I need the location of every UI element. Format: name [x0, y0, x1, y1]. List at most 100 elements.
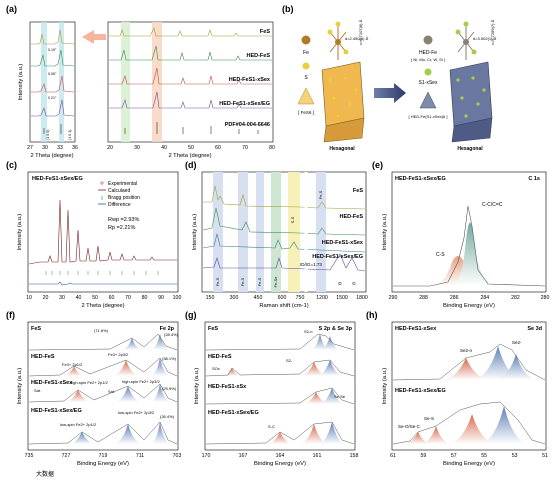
svg-text:40: 40 — [161, 145, 167, 151]
sse-atom-icon — [424, 68, 432, 76]
watermark: 大数据 — [36, 470, 54, 478]
h-ann-ses: Se-S — [424, 416, 434, 421]
right-cell-base — [451, 117, 493, 143]
rwp-value: Rwp =2.93% — [108, 217, 139, 223]
f3-envelope — [28, 383, 178, 403]
f4-peak-c — [150, 422, 172, 444]
g4-envelope — [205, 421, 355, 445]
f-ann-716: (71.6%) — [94, 328, 109, 333]
g3-peak-a — [302, 392, 330, 404]
main-xrd-frame — [107, 21, 274, 143]
svg-text:51: 51 — [542, 453, 548, 459]
panel-a-ylabel: Intensity (a.u.) — [18, 64, 24, 101]
svg-text:53: 53 — [512, 453, 518, 459]
g2-peak-a — [300, 362, 328, 376]
h2-envelope — [392, 401, 546, 445]
svg-text:100: 100 — [173, 295, 182, 301]
series-label-eg: HED-FeS1-xSex/EG — [219, 101, 270, 107]
svg-text:Fe-S: Fe-S — [240, 277, 245, 286]
svg-text:70: 70 — [125, 295, 131, 301]
right-bond: d=3.502(1) Å — [473, 36, 497, 41]
inset-trace-eg — [31, 99, 75, 117]
panel-c-ylabel: Intensity (a.u.) — [17, 214, 23, 251]
svg-text:300: 300 — [230, 295, 239, 301]
svg-text:284: 284 — [480, 295, 489, 301]
shift-label-1: 0.19° — [48, 48, 57, 52]
svg-text:290: 290 — [389, 295, 398, 301]
panel-h-ticks: 61 59 57 55 53 51 — [390, 453, 548, 459]
bragg-marks — [45, 271, 159, 275]
panel-c-ticks: 10 20 30 40 50 60 70 80 90 100 — [26, 295, 181, 301]
panel-d-xlabel: Raman shift (cm-1) — [259, 303, 308, 309]
panel-g-ylabel: Intensity (a.u.) — [194, 368, 200, 405]
f3-peak-c — [150, 384, 172, 402]
h2-peak-a — [446, 414, 498, 444]
g4-peak-b — [318, 422, 346, 444]
panel-f-ticks: 735 727 719 711 703 — [25, 453, 182, 459]
panel-d: (d) Fe-S Fe-S Fe-S Fe-Se S-S Fe-S FeS HE… — [185, 160, 368, 309]
raman-frame — [201, 171, 367, 293]
inset-trace-hedse — [31, 75, 75, 93]
difference-trace — [29, 281, 177, 286]
svg-text:30: 30 — [59, 295, 65, 301]
series-label-hedfes: HED-FeS — [246, 53, 270, 59]
raman-hedfes — [202, 207, 366, 236]
panel-e-ticks: 290 288 286 284 282 280 — [389, 295, 550, 301]
svg-text:80: 80 — [269, 145, 275, 151]
c1s-envelope — [393, 205, 546, 287]
panel-e: (e) HED-FeS1-xSex/EG C 1s C-C/C=C C-S 29… — [372, 160, 549, 309]
hed-elements: ( Ni, Mo, Cr, W, Si ) — [411, 57, 446, 62]
svg-text:727: 727 — [62, 453, 71, 459]
main-band-2 — [152, 22, 162, 142]
panel-g-xlabel: Binding Energy (eV) — [254, 461, 306, 467]
f-ann-sat1: Sat. — [34, 388, 41, 393]
raman-label-eg: HED-FeS1-xSex/EG — [312, 254, 363, 260]
s2p-label-hedfesx: HED-FeS1-xSx — [208, 384, 247, 390]
hed-octahedron-icon — [419, 91, 437, 109]
panel-h: (h) Se 3d HED-FeS1-xSex Se2-n Se2- HED-F… — [366, 310, 548, 467]
inset-frame — [29, 21, 76, 143]
h-ann-se2n: Se2-n — [460, 348, 473, 353]
f1-peak-a — [120, 338, 144, 350]
h2-peak-seo — [402, 432, 432, 444]
panel-d-label: (d) — [185, 160, 197, 170]
raman-fes — [203, 185, 366, 210]
left-caption: Hexagonal — [329, 146, 355, 152]
fe2p-label-hedfesse: HED-FeS1-xSex — [31, 380, 73, 386]
g1-peak-a — [310, 334, 330, 350]
raman-band-ss — [288, 172, 300, 292]
svg-text:Bragg position: Bragg position — [108, 195, 140, 201]
svg-text:57: 57 — [451, 453, 457, 459]
f-ann-fe3-12: Fe3+ 2p1/2 — [62, 362, 83, 367]
f4-peak-b — [112, 424, 144, 444]
raman-label-fes: FeS — [353, 188, 363, 194]
svg-text:S-S: S-S — [290, 216, 295, 223]
svg-text:Experimental: Experimental — [108, 181, 137, 187]
series-label-pdf: PDF#04-004-6646 — [225, 122, 270, 128]
octahedron-icon — [297, 87, 315, 105]
svg-text:703: 703 — [173, 453, 182, 459]
fe2p-label-fes: FeS — [31, 326, 41, 332]
svg-text:167: 167 — [239, 453, 248, 459]
panel-d-ticks: 150 300 450 600 750 1200 1500 1800 — [206, 295, 368, 301]
panel-a-label: (a) — [6, 4, 17, 14]
svg-text:50: 50 — [188, 145, 194, 151]
se3d-label-eg: HED-FeS1-xSex/EG — [395, 388, 446, 394]
hed-fe-label: HED-Fe — [419, 50, 437, 56]
svg-text:Fe-S: Fe-S — [257, 277, 262, 286]
h2-peak-ses — [420, 426, 452, 444]
inset-band-100 — [41, 22, 47, 142]
svg-text:70: 70 — [242, 145, 248, 151]
raman-eg — [202, 253, 366, 272]
g4-peak-a — [298, 424, 330, 444]
se3d-label-hedfesse: HED-FeS1-xSex — [395, 326, 437, 332]
right-formula: [ HED-Fe(S1-xSex)6 ] — [409, 114, 448, 119]
inset-tick-30: 30 — [42, 145, 48, 151]
f2-envelope — [28, 357, 178, 377]
svg-text:10: 10 — [26, 295, 32, 301]
g2-peak-b — [316, 360, 344, 376]
rp-value: Rp =2.21% — [108, 225, 135, 231]
svg-text:719: 719 — [99, 453, 108, 459]
f-ann-hs-12: high-spin Fe2+ 2p1/2 — [70, 380, 108, 385]
svg-text:735: 735 — [25, 453, 34, 459]
